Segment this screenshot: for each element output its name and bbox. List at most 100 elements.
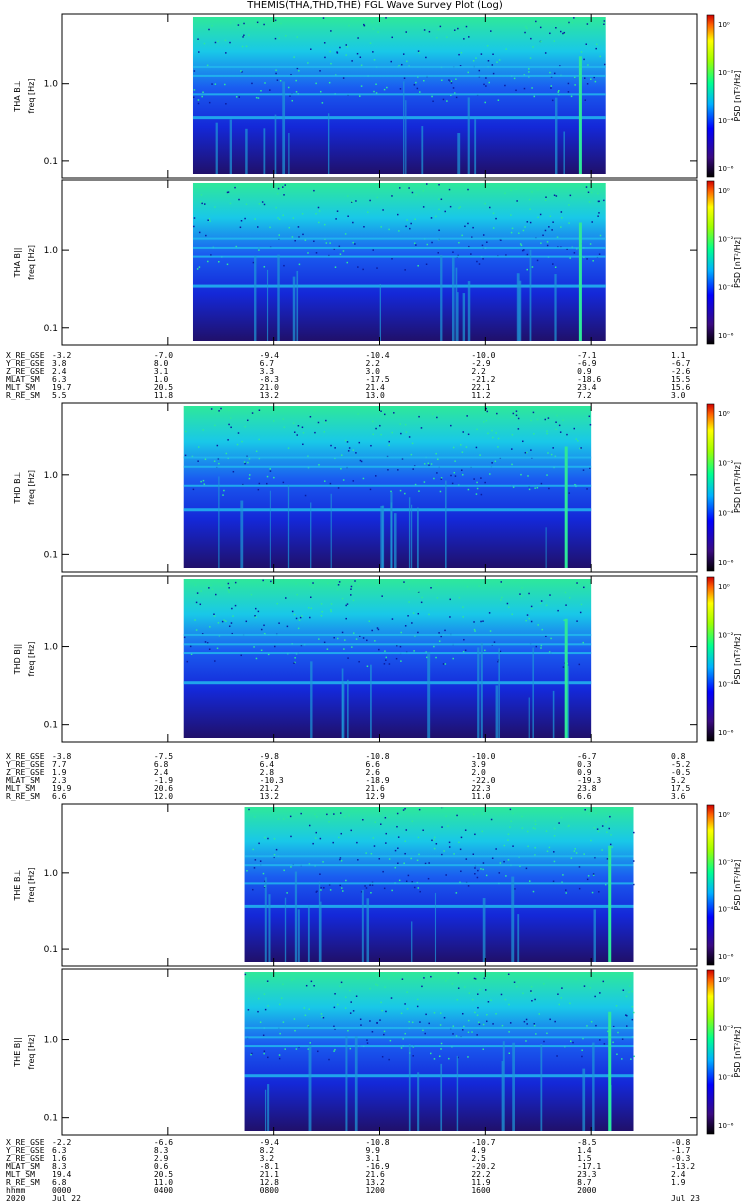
spectrogram-speckle — [579, 447, 581, 450]
ephemeris-value: 20.6 — [153, 784, 174, 793]
spectrogram-speckle — [523, 249, 525, 251]
spectrogram-speckle — [516, 200, 518, 202]
spectrogram-speckle — [550, 453, 553, 456]
spectrogram-streak — [310, 661, 313, 738]
spectrogram-speckle — [485, 874, 488, 877]
spectrogram-speckle — [405, 225, 407, 228]
spectrogram-streak — [379, 284, 381, 341]
spectrogram-speckle — [569, 1040, 572, 1042]
spectrogram-streak — [528, 697, 530, 738]
spectrogram-speckle — [512, 486, 515, 488]
spectrogram-speckle — [282, 186, 284, 188]
spectrogram-speckle — [440, 635, 442, 638]
spectrogram-speckle — [229, 22, 232, 24]
spectrogram-speckle — [549, 71, 551, 74]
spectrogram-speckle — [495, 848, 497, 850]
y-axis-title: THD B|| — [13, 644, 22, 675]
spectrogram-speckle — [536, 259, 539, 262]
spectrogram-speckle — [584, 808, 586, 811]
spectrogram-speckle — [526, 830, 529, 833]
spectrogram-speckle — [213, 613, 215, 615]
spectrogram-speckle — [418, 490, 420, 492]
spectrogram-speckle — [461, 474, 464, 476]
spectrogram-speckle — [519, 243, 522, 245]
colorbar-tick-label: 10⁻⁴ — [718, 906, 734, 914]
spectrogram-speckle — [308, 606, 310, 609]
colorbar-tick-label: 10⁰ — [718, 583, 730, 591]
spectrogram-speckle — [450, 474, 452, 477]
spectrogram-speckle — [457, 972, 460, 974]
spectrogram-speckle — [480, 868, 482, 870]
spectrogram-speckle — [320, 603, 323, 605]
spectrogram-speckle — [440, 198, 443, 201]
spectrogram-speckle — [221, 584, 223, 587]
spectrogram-speckle — [388, 663, 391, 665]
ephemeris-value: 2.9 — [153, 1154, 169, 1163]
spectrogram-speckle — [530, 986, 533, 988]
spectrogram-speckle — [292, 217, 295, 219]
spectrogram-speckle — [267, 837, 269, 840]
spectrogram-speckle — [430, 975, 432, 978]
spectrogram-speckle — [513, 981, 516, 983]
colorbar-tick-label: 10⁻² — [718, 632, 734, 640]
spectrogram-speckle — [404, 1003, 406, 1005]
spectrogram-band — [192, 116, 606, 120]
spectrogram-speckle — [275, 69, 277, 71]
spectrogram-speckle — [275, 206, 277, 209]
spectrogram-speckle — [297, 226, 300, 228]
spectrogram-speckle — [578, 663, 581, 666]
spectrogram-speckle — [471, 1031, 473, 1033]
spectrogram-speckle — [283, 818, 285, 820]
spectrogram-speckle — [436, 472, 438, 474]
spectrogram-speckle — [426, 183, 428, 185]
spectrogram-speckle — [608, 827, 610, 830]
spectrogram-speckle — [363, 24, 366, 27]
spectrogram-speckle — [388, 440, 390, 443]
spectrogram-speckle — [494, 460, 497, 463]
ephemeris-row-label: X_RE_GSE — [6, 752, 45, 761]
spectrogram-speckle — [507, 606, 510, 608]
plot-title: THEMIS(THA,THD,THE) FGL Wave Survey Plot… — [247, 0, 503, 11]
spectrogram-speckle — [371, 21, 373, 23]
ephemeris-value: 19.7 — [52, 383, 72, 392]
spectrogram-speckle — [426, 243, 429, 246]
ephemeris-value: -9.4 — [259, 1138, 279, 1147]
spectrogram-streak — [218, 476, 220, 568]
spectrogram-speckle — [575, 438, 578, 440]
spectrogram-speckle — [390, 490, 392, 493]
spectrogram-speckle — [433, 839, 435, 841]
spectrogram-speckle — [565, 604, 567, 606]
spectrogram-speckle — [373, 59, 376, 61]
spectrogram-speckle — [333, 636, 335, 639]
spectrogram-speckle — [553, 835, 556, 837]
spectrogram-speckle — [461, 234, 463, 237]
spectrogram-speckle — [399, 88, 402, 90]
spectrogram-speckle — [403, 77, 406, 79]
spectrogram-speckle — [416, 87, 419, 90]
ephemeris-row-label: Y_RE_GSE — [6, 359, 45, 368]
spectrogram-speckle — [518, 232, 520, 234]
spectrogram-fill — [183, 579, 592, 738]
spectrogram-speckle — [569, 257, 571, 259]
spectrogram-speckle — [406, 219, 408, 221]
spectrogram-speckle — [487, 60, 490, 62]
spectrogram-speckle — [277, 187, 280, 190]
spectrogram-speckle — [560, 816, 563, 819]
spectrogram-streak — [477, 647, 480, 738]
spectrogram-speckle — [258, 203, 261, 205]
spectrogram-speckle — [342, 479, 345, 481]
spectrogram-speckle — [315, 82, 317, 85]
spectrogram-speckle — [202, 429, 204, 431]
spectrogram-speckle — [200, 590, 202, 592]
y-tick-label: 1.0 — [44, 471, 59, 481]
spectrogram-speckle — [460, 836, 463, 839]
spectrogram-speckle — [548, 226, 550, 228]
spectrogram-speckle — [544, 52, 547, 54]
spectrogram-speckle — [345, 604, 347, 607]
spectrogram-speckle — [531, 607, 533, 610]
spectrogram-speckle — [448, 1057, 450, 1060]
spectrogram-speckle — [527, 845, 529, 848]
spectrogram-speckle — [245, 45, 248, 48]
colorbar-tick-label: 10⁻² — [718, 460, 734, 468]
ephemeris-value: 23.3 — [577, 1170, 597, 1179]
